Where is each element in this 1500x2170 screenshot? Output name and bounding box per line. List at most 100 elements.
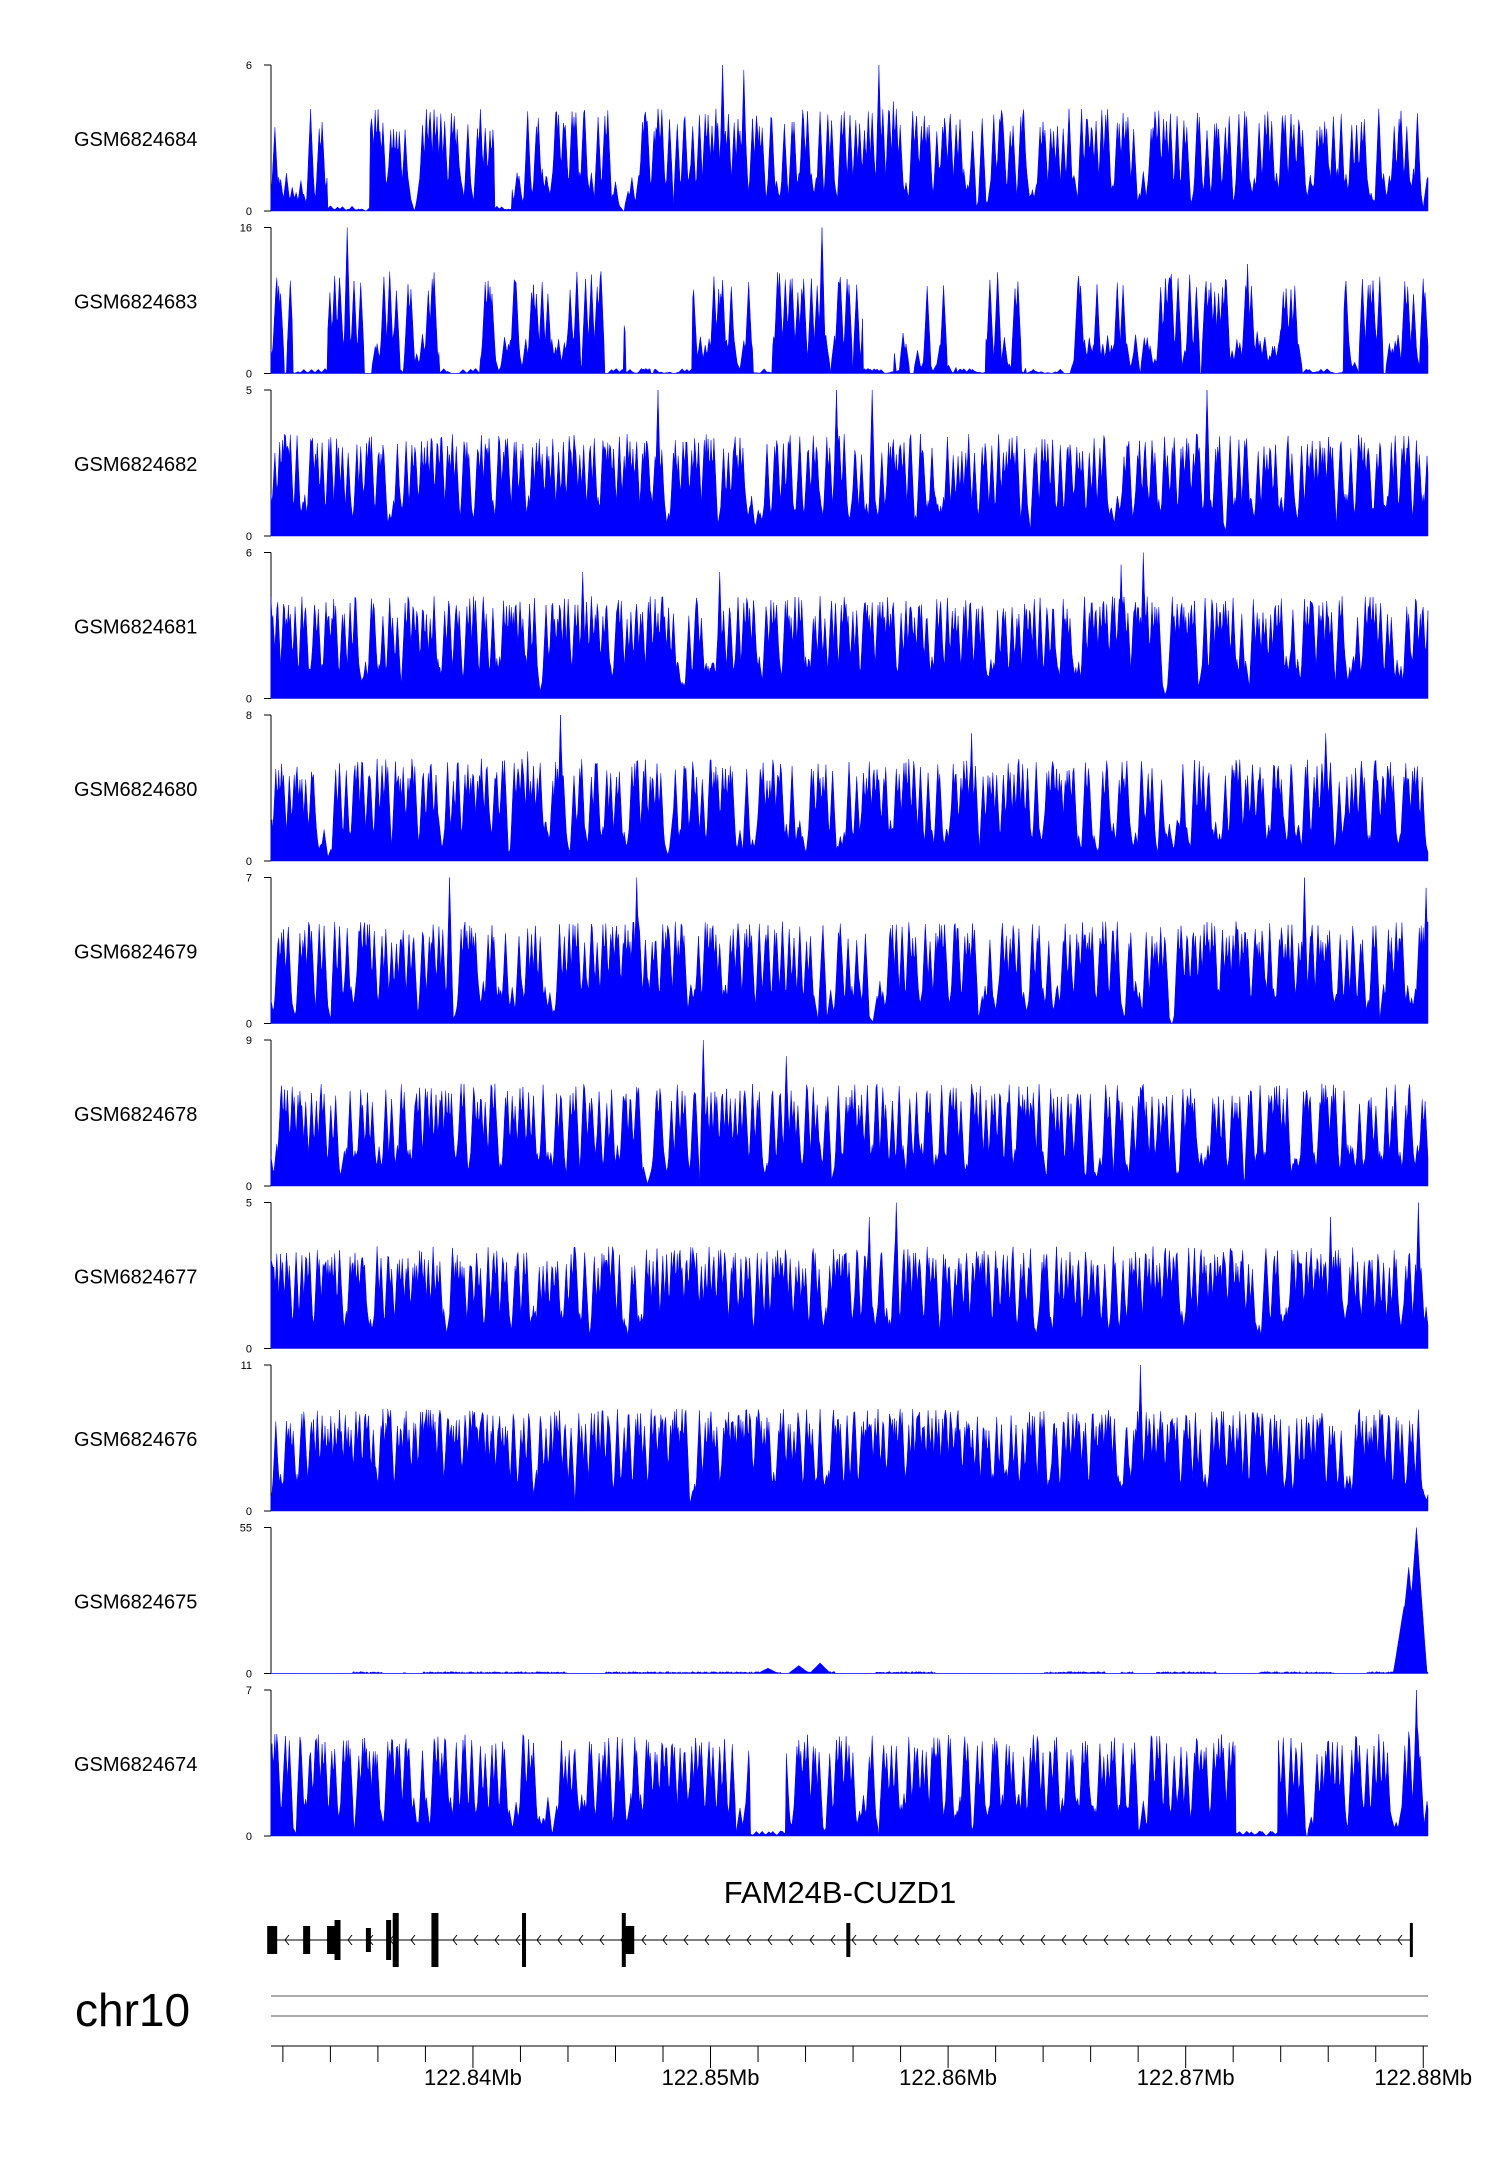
coverage-tracks: GSM682468460GSM6824683160GSM682468250GSM… bbox=[74, 60, 1429, 1843]
strand-arrow bbox=[1019, 1934, 1025, 1946]
track-GSM6824678: GSM6824678 9 0 bbox=[74, 1035, 1429, 1193]
axis-tick-label: 122.84Mb bbox=[424, 2065, 522, 2090]
strand-arrow bbox=[1355, 1934, 1361, 1946]
strand-arrow bbox=[347, 1934, 353, 1946]
coverage-area bbox=[270, 389, 1429, 537]
track-GSM6824675: GSM6824675 55 0 bbox=[74, 1523, 1429, 1681]
strand-arrow bbox=[725, 1934, 731, 1946]
coverage-area bbox=[270, 64, 1429, 212]
strand-arrow bbox=[1103, 1934, 1109, 1946]
y-max-label: 8 bbox=[246, 710, 252, 722]
gene-model bbox=[267, 1913, 1413, 1967]
y-max-label: 5 bbox=[246, 385, 252, 397]
coverage-area bbox=[270, 714, 1429, 862]
strand-arrow bbox=[410, 1934, 416, 1946]
track-label: GSM6824675 bbox=[74, 1592, 197, 1614]
coverage-area bbox=[270, 1527, 1429, 1674]
track-GSM6824684: GSM6824684 6 0 bbox=[74, 60, 1429, 218]
track-label: GSM6824677 bbox=[74, 1267, 197, 1289]
y-min-label: 0 bbox=[246, 1181, 252, 1193]
strand-arrow bbox=[935, 1934, 941, 1946]
strand-arrow bbox=[1334, 1934, 1340, 1946]
y-max-label: 7 bbox=[246, 873, 252, 885]
strand-arrow bbox=[452, 1934, 458, 1946]
track-GSM6824676: GSM6824676 11 0 bbox=[74, 1360, 1429, 1518]
strand-arrow bbox=[1187, 1934, 1193, 1946]
strand-arrow bbox=[872, 1934, 878, 1946]
gene-exon bbox=[386, 1920, 392, 1960]
strand-arrow bbox=[746, 1934, 752, 1946]
gene-exon bbox=[846, 1923, 851, 1957]
gene-exon bbox=[327, 1926, 337, 1954]
strand-arrow bbox=[914, 1934, 920, 1946]
strand-arrow bbox=[1124, 1934, 1130, 1946]
y-max-label: 16 bbox=[240, 223, 252, 235]
track-label: GSM6824678 bbox=[74, 1104, 197, 1126]
gene-exon bbox=[392, 1913, 399, 1967]
y-min-label: 0 bbox=[246, 856, 252, 868]
track-GSM6824674: GSM6824674 7 0 bbox=[74, 1685, 1429, 1843]
coverage-area bbox=[270, 1202, 1429, 1349]
gene-name-label: FAM24B-CUZD1 bbox=[724, 1875, 957, 1910]
gene-exon bbox=[621, 1913, 626, 1967]
strand-arrow bbox=[704, 1934, 710, 1946]
y-max-label: 55 bbox=[240, 1523, 252, 1535]
y-min-label: 0 bbox=[246, 1506, 252, 1518]
strand-arrow bbox=[998, 1934, 1004, 1946]
strand-arrow bbox=[1208, 1934, 1214, 1946]
gene-exon bbox=[1409, 1923, 1413, 1957]
y-min-label: 0 bbox=[246, 531, 252, 543]
strand-arrow bbox=[1250, 1934, 1256, 1946]
strand-arrow bbox=[1082, 1934, 1088, 1946]
strand-arrow bbox=[1397, 1934, 1403, 1946]
strand-arrow bbox=[683, 1934, 689, 1946]
strand-arrow bbox=[641, 1934, 647, 1946]
y-min-label: 0 bbox=[246, 206, 252, 218]
y-max-label: 6 bbox=[246, 60, 252, 72]
coverage-area bbox=[270, 877, 1429, 1024]
track-label: GSM6824681 bbox=[74, 617, 197, 639]
strand-arrow bbox=[473, 1934, 479, 1946]
track-GSM6824683: GSM6824683 16 0 bbox=[74, 223, 1429, 381]
strand-arrow bbox=[1040, 1934, 1046, 1946]
genome-axis-track: chr10 122.84Mb 122.85Mb 122.86Mb 122.87Mb 12… bbox=[75, 1984, 1472, 2090]
strand-arrow bbox=[599, 1934, 605, 1946]
track-label: GSM6824674 bbox=[74, 1754, 197, 1776]
track-GSM6824679: GSM6824679 7 0 bbox=[74, 873, 1429, 1031]
strand-arrow bbox=[284, 1934, 290, 1946]
track-label: GSM6824680 bbox=[74, 779, 197, 801]
gene-exon bbox=[365, 1928, 371, 1952]
coverage-area bbox=[270, 1039, 1429, 1187]
strand-arrow bbox=[1376, 1934, 1382, 1946]
strand-arrow bbox=[767, 1934, 773, 1946]
strand-arrow bbox=[977, 1934, 983, 1946]
gene-annotation-track: FAM24B-CUZD1 bbox=[267, 1875, 1413, 1967]
track-label: GSM6824684 bbox=[74, 129, 197, 151]
y-max-label: 6 bbox=[246, 548, 252, 560]
y-min-label: 0 bbox=[246, 1019, 252, 1031]
strand-arrow bbox=[578, 1934, 584, 1946]
strand-arrow bbox=[1166, 1934, 1172, 1946]
y-min-label: 0 bbox=[246, 1344, 252, 1356]
strand-arrow bbox=[1313, 1934, 1319, 1946]
track-GSM6824677: GSM6824677 5 0 bbox=[74, 1198, 1429, 1356]
y-min-label: 0 bbox=[246, 369, 252, 381]
strand-arrow bbox=[893, 1934, 899, 1946]
strand-arrow bbox=[1271, 1934, 1277, 1946]
track-GSM6824681: GSM6824681 6 0 bbox=[74, 548, 1429, 706]
gene-exon bbox=[334, 1920, 341, 1960]
strand-arrow bbox=[788, 1934, 794, 1946]
y-max-label: 7 bbox=[246, 1685, 252, 1697]
gene-exon bbox=[625, 1926, 635, 1954]
y-min-label: 0 bbox=[246, 1669, 252, 1681]
strand-arrow bbox=[662, 1934, 668, 1946]
axis-tick-label: 122.88Mb bbox=[1374, 2065, 1472, 2090]
gene-exon bbox=[431, 1913, 439, 1967]
strand-arrow bbox=[956, 1934, 962, 1946]
y-max-label: 11 bbox=[241, 1360, 252, 1372]
gene-exon bbox=[522, 1913, 527, 1967]
strand-arrow bbox=[557, 1934, 563, 1946]
track-label: GSM6824676 bbox=[74, 1429, 197, 1451]
track-GSM6824682: GSM6824682 5 0 bbox=[74, 385, 1429, 543]
